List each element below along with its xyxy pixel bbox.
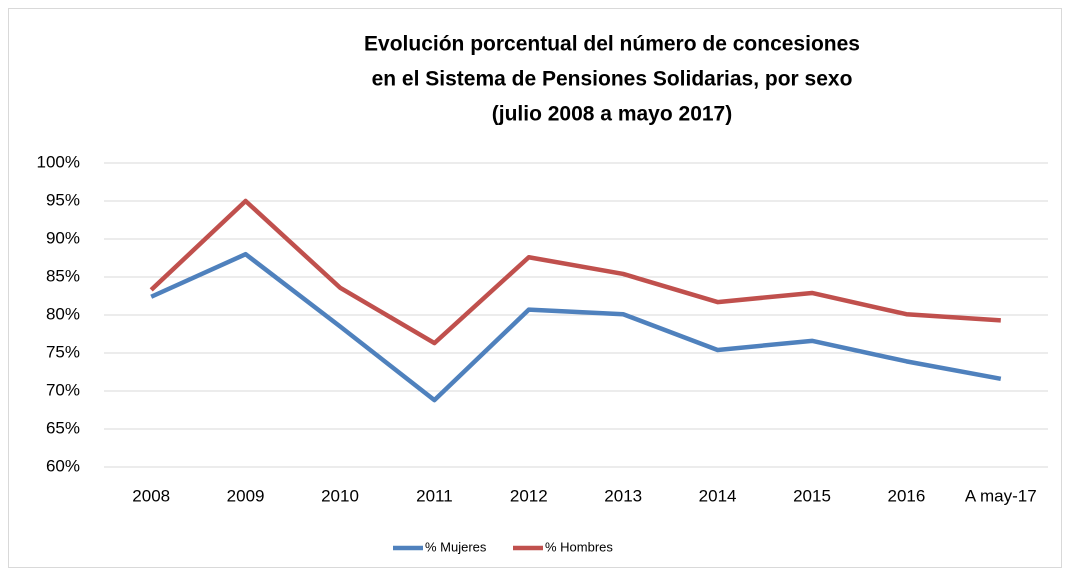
x-tick-label: 2008 [132,486,170,505]
series-line [150,251,1002,403]
x-tick-label: 2010 [321,486,359,505]
x-tick-label: 2012 [510,486,548,505]
x-tick-label: 2016 [887,486,925,505]
legend-label: % Hombres [545,539,613,554]
chart-title: en el Sistema de Pensiones Solidarias, p… [372,68,853,91]
y-tick-label: 60% [46,456,80,475]
y-tick-label: 90% [46,228,80,247]
y-tick-label: 85% [46,266,80,285]
chart-border [8,8,1062,568]
x-tick-label: 2009 [227,486,265,505]
x-tick-label: 2013 [604,486,642,505]
x-tick-label: 2015 [793,486,831,505]
chart-title: Evolución porcentual del número de conce… [364,33,860,56]
chart-title: (julio 2008 a mayo 2017) [492,103,732,126]
x-tick-label: 2014 [699,486,737,505]
y-tick-label: 95% [46,190,80,209]
y-tick-label: 100% [37,152,80,171]
x-tick-label: 2011 [416,486,453,505]
series-line [149,198,1001,346]
y-tick-label: 75% [46,342,80,361]
y-tick-label: 80% [46,304,80,323]
y-tick-label: 65% [46,418,80,437]
y-tick-label: 70% [46,380,80,399]
legend-label: % Mujeres [425,539,487,554]
x-tick-label: A may-17 [965,486,1037,505]
